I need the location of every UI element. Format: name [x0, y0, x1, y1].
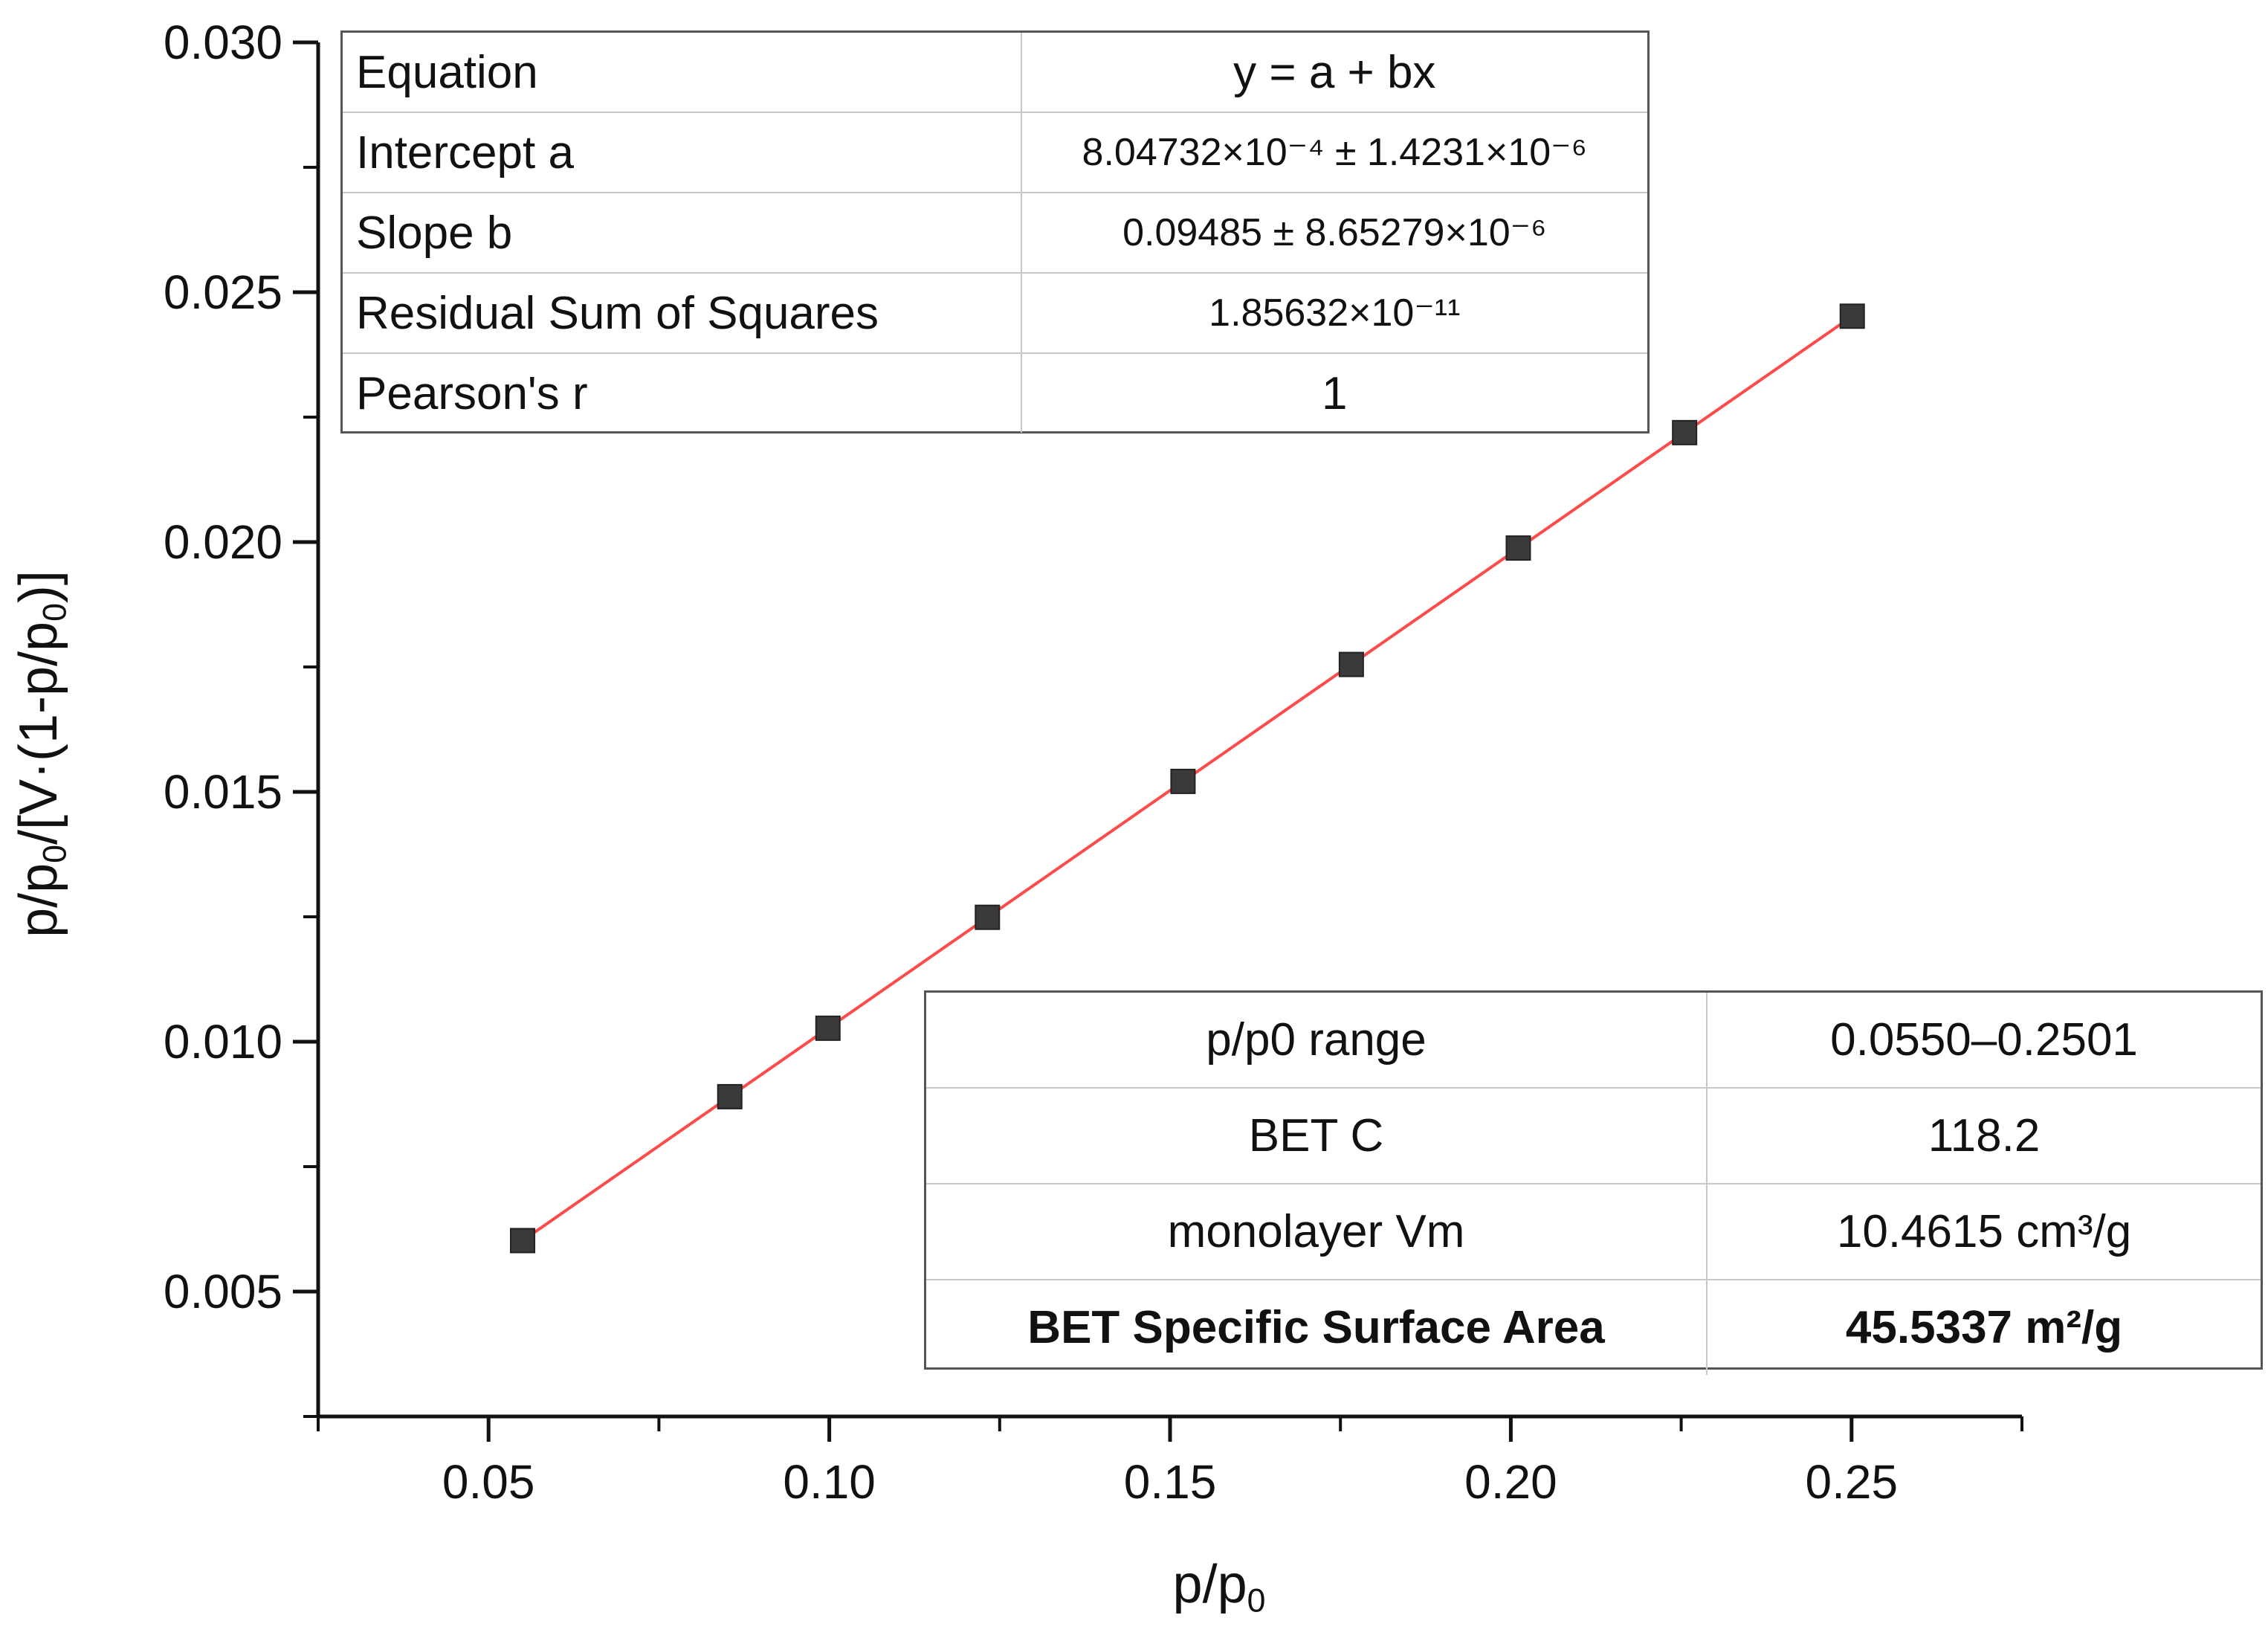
fit-label: Intercept a [343, 112, 1022, 193]
y-tick-label: 0.005 [164, 1265, 282, 1318]
y-tick-label: 0.030 [164, 16, 282, 69]
bet-value: 0.0550–0.2501 [1706, 993, 2261, 1089]
x-tick-label: 0.25 [1806, 1455, 1899, 1509]
data-point [1672, 419, 1698, 445]
bet-row-vm: monolayer Vm 10.4615 cm³/g [926, 1183, 2261, 1280]
fit-row-rss: Residual Sum of Squares 1.85632×10⁻¹¹ [343, 272, 1647, 354]
bet-label: p/p0 range [926, 993, 1708, 1089]
data-point [1505, 535, 1531, 561]
bet-row-range: p/p0 range 0.0550–0.2501 [926, 993, 2261, 1089]
x-axis-label: p/p0 [1172, 1555, 1266, 1619]
fit-label: Residual Sum of Squares [343, 272, 1022, 354]
fit-value: 1 [1020, 352, 1647, 433]
data-point [1170, 768, 1196, 794]
bet-value: 118.2 [1706, 1087, 2261, 1184]
data-point [717, 1083, 743, 1109]
fit-label: Equation [343, 33, 1022, 113]
fit-label: Pearson's r [343, 352, 1022, 433]
data-points [510, 303, 1865, 1254]
bet-row-c: BET C 118.2 [926, 1087, 2261, 1184]
fit-value: 8.04732×10⁻⁴ ± 1.4231×10⁻⁶ [1020, 112, 1647, 193]
data-point [510, 1228, 536, 1254]
bet-row-surface-area: BET Specific Surface Area 45.5337 m²/g [926, 1279, 2261, 1375]
y-tick-label: 0.015 [164, 765, 282, 819]
y-tick-label: 0.025 [164, 265, 282, 319]
x-tick-label: 0.05 [442, 1455, 535, 1509]
fit-value: y = a + bx [1020, 33, 1647, 113]
y-tick-label: 0.020 [164, 515, 282, 569]
x-tick-label: 0.20 [1464, 1455, 1557, 1509]
bet-label: BET C [926, 1087, 1708, 1184]
bet-value: 45.5337 m²/g [1706, 1279, 2261, 1375]
fit-label: Slope b [343, 192, 1022, 274]
fit-row-equation: Equation y = a + bx [343, 33, 1647, 113]
bet-label: BET Specific Surface Area [926, 1279, 1708, 1375]
fit-row-slope: Slope b 0.09485 ± 8.65279×10⁻⁶ [343, 192, 1647, 274]
fit-results-table: Equation y = a + bx Intercept a 8.04732×… [340, 30, 1650, 433]
data-point [815, 1015, 841, 1041]
y-tick-label: 0.010 [164, 1015, 282, 1068]
data-point [1338, 651, 1364, 677]
bet-value: 10.4615 cm³/g [1706, 1183, 2261, 1280]
fit-row-intercept: Intercept a 8.04732×10⁻⁴ ± 1.4231×10⁻⁶ [343, 112, 1647, 193]
bet-results-table: p/p0 range 0.0550–0.2501 BET C 118.2 mon… [924, 990, 2263, 1375]
fit-value: 1.85632×10⁻¹¹ [1020, 272, 1647, 354]
bet-label: monolayer Vm [926, 1183, 1708, 1280]
data-point [1839, 303, 1865, 329]
x-tick-label: 0.10 [783, 1455, 876, 1509]
fit-row-pearson: Pearson's r 1 [343, 352, 1647, 433]
y-axis-label: p/p0/[V·(1-p/p0)] [9, 570, 74, 938]
fit-value: 0.09485 ± 8.65279×10⁻⁶ [1020, 192, 1647, 274]
data-point [975, 904, 1001, 930]
x-ticks: 0.05 0.10 0.15 0.20 0.25 [317, 1416, 2023, 1509]
x-tick-label: 0.15 [1124, 1455, 1217, 1509]
y-ticks: 0.005 0.010 0.015 0.020 0.025 0.030 [164, 16, 318, 1418]
